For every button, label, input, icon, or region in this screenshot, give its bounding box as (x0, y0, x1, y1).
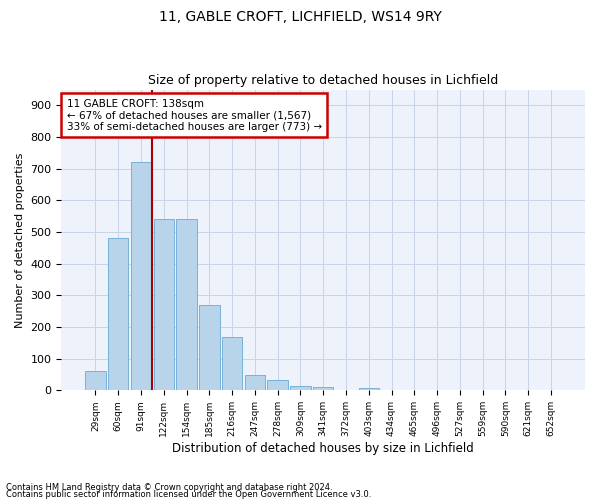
Bar (154, 220, 174, 390)
Y-axis label: Number of detached properties: Number of detached properties (15, 152, 25, 328)
Bar (268, 380, 288, 390)
Bar (108, 238, 128, 390)
Bar (222, 336, 242, 390)
Text: 11 GABLE CROFT: 138sqm
← 67% of detached houses are smaller (1,567)
33% of semi-: 11 GABLE CROFT: 138sqm ← 67% of detached… (67, 98, 322, 132)
X-axis label: Distribution of detached houses by size in Lichfield: Distribution of detached houses by size … (172, 442, 474, 455)
Text: Contains HM Land Registry data © Crown copyright and database right 2024.: Contains HM Land Registry data © Crown c… (6, 484, 332, 492)
Bar (313, 386, 334, 390)
Text: Contains public sector information licensed under the Open Government Licence v3: Contains public sector information licen… (6, 490, 371, 499)
Text: 11, GABLE CROFT, LICHFIELD, WS14 9RY: 11, GABLE CROFT, LICHFIELD, WS14 9RY (158, 10, 442, 24)
Bar (85, 370, 106, 390)
Bar (245, 375, 265, 390)
Bar (176, 220, 197, 390)
Title: Size of property relative to detached houses in Lichfield: Size of property relative to detached ho… (148, 74, 499, 87)
Bar (199, 305, 220, 390)
Bar (359, 388, 379, 390)
Bar (290, 386, 311, 390)
Bar (131, 162, 151, 390)
